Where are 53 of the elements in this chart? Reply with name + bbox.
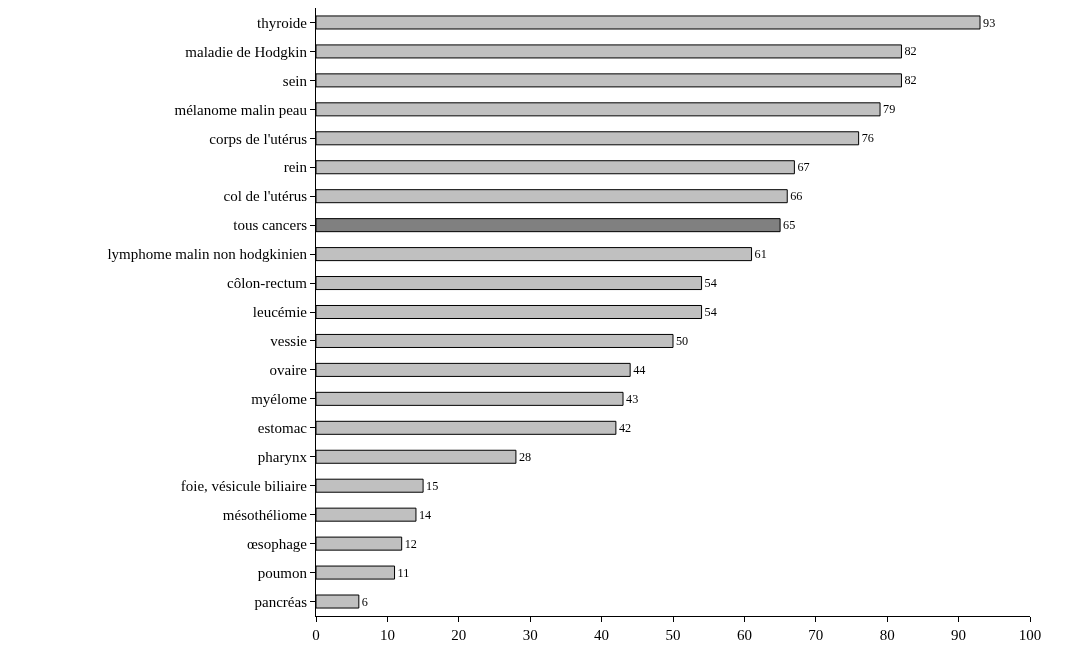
x-tick-label: 20 — [451, 627, 467, 643]
y-tick-label: sein — [282, 72, 308, 89]
data-label: 79 — [883, 102, 896, 117]
y-tick-label: mésothéliome — [222, 506, 308, 523]
data-label: 28 — [518, 449, 532, 464]
y-tick-label: myélome — [251, 391, 308, 408]
data-label: 50 — [676, 334, 689, 349]
data-label: 61 — [754, 247, 767, 262]
x-tick-label: 90 — [951, 627, 967, 643]
x-tick-label: 30 — [522, 627, 538, 643]
y-tick-label: pharynx — [257, 449, 308, 466]
data-label: 43 — [626, 391, 639, 406]
data-label: 15 — [426, 478, 439, 493]
y-tick-label: ovaire — [269, 362, 308, 379]
y-tick-label: pancréas — [254, 593, 308, 610]
y-tick-label: leucémie — [252, 304, 308, 321]
data-label: 12 — [404, 536, 417, 551]
y-tick-label: œsophage — [247, 535, 308, 552]
y-tick-label: col de l'utérus — [223, 188, 308, 205]
y-tick-label: estomac — [257, 420, 308, 437]
x-tick-label: 70 — [808, 627, 824, 643]
x-tick-label: 80 — [879, 627, 895, 643]
data-label: 82 — [904, 73, 917, 88]
data-label: 14 — [418, 507, 432, 522]
y-tick-label: mélanome malin peau — [174, 101, 308, 118]
data-label: 11 — [397, 565, 410, 580]
y-tick-label: vessie — [270, 333, 308, 350]
y-tick-label: tous cancers — [233, 217, 308, 234]
data-label: 82 — [904, 44, 917, 59]
data-label: 93 — [983, 15, 996, 30]
data-label: 54 — [704, 276, 717, 291]
y-tick-label: rein — [283, 159, 308, 176]
y-tick-label: thyroide — [257, 14, 308, 31]
x-tick-label: 0 — [312, 627, 320, 643]
y-tick-label: côlon-rectum — [227, 275, 308, 292]
data-label: 42 — [618, 420, 632, 435]
data-label: 76 — [861, 131, 874, 146]
x-tick-label: 50 — [665, 627, 681, 643]
y-tick-label: lymphome malin non hodgkinien — [107, 246, 308, 263]
data-label: 44 — [633, 362, 646, 377]
data-label: 66 — [790, 189, 803, 204]
x-tick-label: 10 — [379, 627, 395, 643]
data-label: 6 — [361, 594, 368, 609]
x-tick-label: 100 — [1018, 627, 1042, 643]
x-tick-label: 40 — [594, 627, 610, 643]
y-tick-label: maladie de Hodgkin — [185, 43, 308, 60]
y-tick-label: foie, vésicule biliaire — [180, 477, 308, 494]
data-label: 67 — [797, 160, 810, 175]
data-label: 54 — [704, 305, 717, 320]
y-tick-label: poumon — [257, 564, 308, 581]
y-tick-label: corps de l'utérus — [209, 130, 308, 147]
data-label: 65 — [783, 218, 796, 233]
x-tick-label: 60 — [736, 627, 752, 643]
